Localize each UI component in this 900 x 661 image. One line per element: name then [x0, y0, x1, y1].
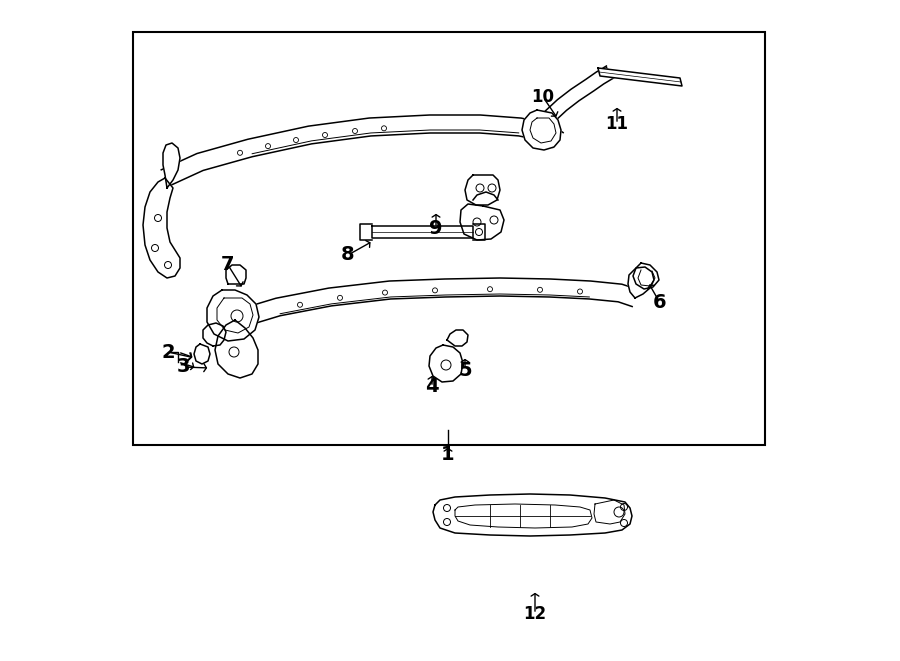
Polygon shape — [226, 265, 246, 284]
Text: 1: 1 — [441, 446, 454, 465]
Text: 8: 8 — [341, 245, 355, 264]
Bar — [133, 32, 765, 445]
Text: 9: 9 — [429, 219, 443, 237]
Text: 11: 11 — [606, 115, 628, 133]
Text: 5: 5 — [458, 360, 472, 379]
Polygon shape — [598, 68, 682, 86]
Polygon shape — [447, 330, 468, 346]
Polygon shape — [433, 494, 632, 536]
Polygon shape — [207, 290, 259, 341]
Polygon shape — [215, 320, 258, 378]
Polygon shape — [628, 267, 654, 298]
Text: 12: 12 — [524, 605, 546, 623]
Polygon shape — [522, 110, 561, 150]
Polygon shape — [633, 263, 659, 289]
Text: 2: 2 — [161, 342, 175, 362]
Text: 10: 10 — [532, 88, 554, 106]
Polygon shape — [163, 143, 180, 188]
Polygon shape — [372, 226, 473, 238]
Polygon shape — [465, 175, 500, 205]
Text: 3: 3 — [176, 358, 190, 377]
Polygon shape — [429, 345, 463, 382]
Text: 4: 4 — [425, 377, 439, 397]
Text: 7: 7 — [221, 256, 235, 274]
Polygon shape — [194, 344, 210, 364]
Polygon shape — [203, 323, 226, 346]
Text: 6: 6 — [653, 293, 667, 313]
Polygon shape — [460, 204, 504, 240]
Polygon shape — [143, 178, 180, 278]
